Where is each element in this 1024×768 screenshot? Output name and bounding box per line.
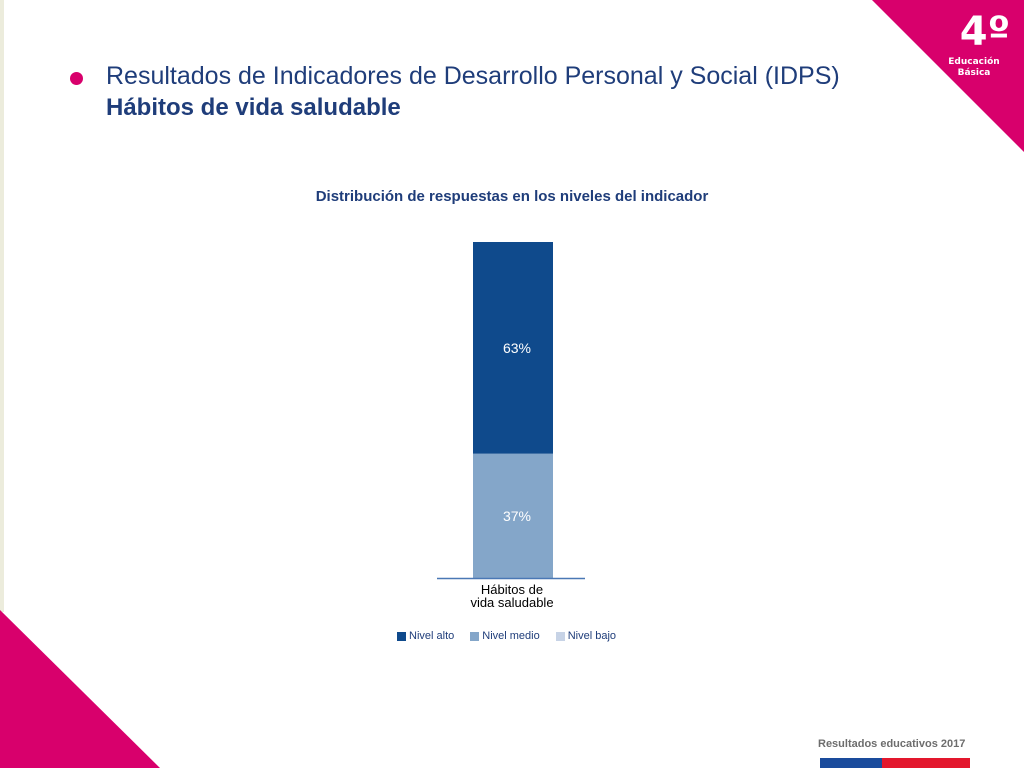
legend-label-nivel-medio: Nivel medio [482, 630, 540, 642]
legend-swatch-nivel-medio [470, 631, 480, 641]
legend-item-nivel-alto: Nivel alto [397, 630, 454, 642]
legend-label-nivel-bajo: Nivel bajo [567, 630, 617, 642]
x-tick-label-line: vida saludable [470, 595, 553, 610]
grade-badge-number: 4º [959, 9, 1011, 55]
data-label-nivel-medio: 37% [503, 508, 531, 524]
corner-decoration-bottom-left [0, 610, 160, 768]
page-title: Resultados de Indicadores de Desarrollo … [106, 62, 840, 90]
page-subtitle: Hábitos de vida saludable [106, 94, 401, 121]
grade-badge-level-line2: Básica [957, 68, 991, 78]
grade-badge-level: Educación Básica [946, 57, 1002, 79]
left-border [0, 0, 4, 612]
legend-item-nivel-bajo: Nivel bajo [555, 630, 617, 642]
bar-segment-nivel-alto [473, 242, 553, 454]
chart-title: Distribución de respuestas en los nivele… [315, 188, 709, 205]
footer-flag-red [882, 758, 970, 768]
x-tick-label-line: Hábitos de [481, 582, 543, 597]
footer-label: Resultados educativos 2017 [818, 738, 966, 750]
bullet-dot-icon [70, 72, 83, 85]
data-label-nivel-alto: 63% [503, 340, 531, 356]
bar-segment-nivel-medio [473, 453, 553, 578]
corner-decoration-top-right [872, 0, 1024, 152]
chart-legend: Nivel alto Nivel medio Nivel bajo [397, 630, 632, 642]
legend-swatch-nivel-alto [397, 631, 406, 641]
legend-swatch-nivel-bajo [555, 631, 565, 641]
legend-label-nivel-alto: Nivel alto [409, 630, 455, 642]
grade-badge-level-line1: Educación [948, 57, 1000, 67]
footer-flag-bar [820, 758, 970, 768]
footer-flag-blue [820, 758, 882, 768]
x-tick-label: Hábitos de vida saludable [470, 582, 553, 610]
legend-item-nivel-medio: Nivel medio [470, 630, 540, 642]
